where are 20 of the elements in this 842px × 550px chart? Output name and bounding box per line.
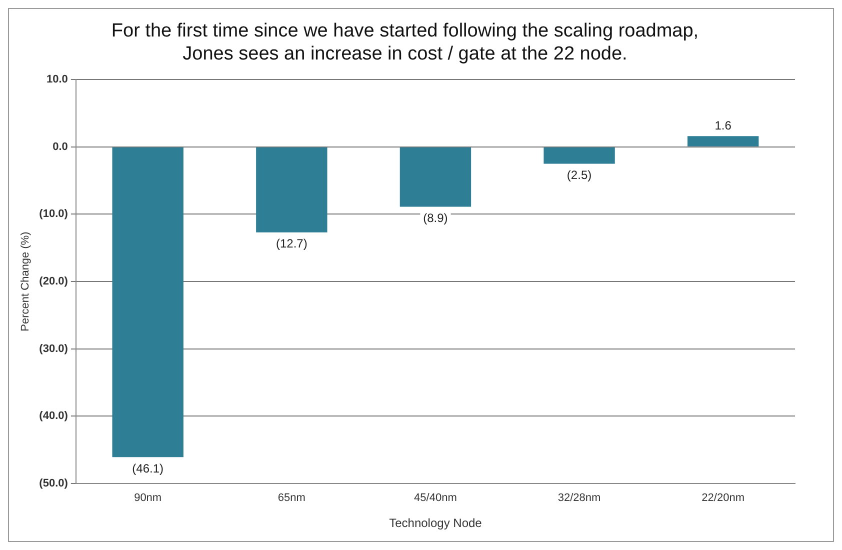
data-label: (8.9) bbox=[423, 211, 448, 226]
data-label: 1.6 bbox=[714, 118, 732, 132]
y-axis-title: Percent Change (%) bbox=[20, 232, 32, 332]
y-tick-label: (30.0) bbox=[39, 342, 68, 355]
x-tick-label: 65nm bbox=[278, 492, 306, 504]
y-tick-label: (10.0) bbox=[39, 208, 68, 220]
data-label: (2.5) bbox=[566, 168, 592, 182]
y-tick-label: 0.0 bbox=[52, 140, 68, 153]
x-tick-label: 32/28nm bbox=[558, 492, 601, 504]
chart-title: For the first time since we have started following the scaling roadmap, Jones sees an increase in cost / gate at the 22 node. bbox=[111, 20, 699, 64]
x-tick-label: 22/20nm bbox=[702, 492, 744, 504]
y-tick-label: (40.0) bbox=[39, 410, 68, 422]
y-tick-label: 10.0 bbox=[46, 74, 68, 86]
x-tick-label: 45/40nm bbox=[414, 492, 457, 504]
y-tick-label: (50.0) bbox=[39, 477, 68, 490]
x-axis-title: Technology Node bbox=[389, 516, 482, 530]
data-label: (46.1) bbox=[132, 461, 164, 476]
x-tick-label: 90nm bbox=[134, 492, 162, 504]
y-tick-label: (20.0) bbox=[39, 276, 68, 288]
data-label: (12.7) bbox=[276, 236, 308, 251]
